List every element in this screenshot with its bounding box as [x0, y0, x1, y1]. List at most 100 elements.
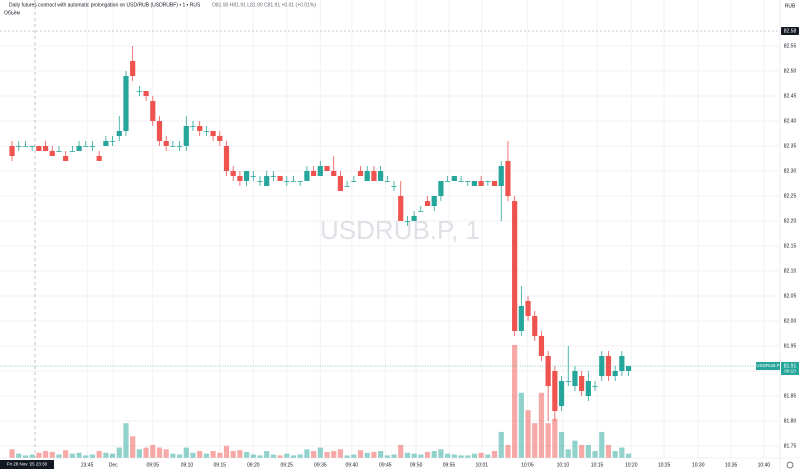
volume-bar	[619, 447, 625, 458]
volume-bar	[109, 453, 116, 458]
candle-body	[123, 76, 129, 131]
candle-body	[311, 171, 317, 176]
x-tick-label: 10:15	[591, 462, 604, 468]
volume-bar	[364, 452, 370, 458]
volume-bar	[176, 454, 183, 458]
candle-body	[56, 151, 62, 152]
candle-body	[230, 171, 236, 176]
volume-bar	[297, 454, 303, 458]
candle-body	[391, 186, 397, 187]
candle-body	[525, 301, 531, 316]
candle-body	[264, 176, 270, 186]
candle-body	[351, 181, 357, 182]
x-tick-label: 09:55	[443, 462, 456, 468]
x-tick-label: 09:15	[214, 462, 227, 468]
candle-body	[364, 171, 370, 181]
y-tick-label: 82.00	[784, 318, 797, 324]
candle-body	[22, 146, 29, 147]
volume-bar	[130, 436, 136, 458]
candle-body	[163, 141, 169, 146]
candle-body	[625, 366, 632, 371]
candle-body	[471, 181, 478, 186]
volume-bar	[357, 450, 364, 458]
candle-body	[297, 181, 303, 182]
volume-bar	[210, 451, 216, 458]
volume-bar	[478, 452, 484, 458]
x-tick-label: 09:45	[379, 462, 392, 468]
volume-bar	[203, 453, 209, 458]
candle-body	[418, 211, 424, 212]
candle-body	[284, 181, 290, 182]
last-price-symbol-box	[756, 362, 780, 370]
candle-body	[324, 166, 330, 171]
last-price-label: 81.91	[784, 363, 797, 369]
volume-bar	[625, 453, 632, 458]
candle-body	[270, 176, 277, 177]
volume-bar	[391, 454, 397, 458]
candle-body	[69, 151, 75, 152]
candle-body	[545, 356, 551, 386]
volume-bar	[170, 453, 176, 458]
volume-bar	[237, 450, 243, 458]
candle-body	[378, 171, 384, 181]
last-price-symbol: USDRUB.P	[756, 363, 779, 368]
high-marker-label: 82.58	[784, 28, 797, 34]
volume-bar	[96, 451, 102, 458]
volume-bar	[243, 451, 250, 458]
marks	[9, 46, 632, 458]
candle-body	[190, 126, 196, 127]
volume-bar	[445, 453, 451, 458]
volume-bar	[565, 449, 571, 458]
candle-body	[257, 181, 263, 182]
volume-bar	[605, 444, 612, 458]
x-tick-label: 09:25	[281, 462, 294, 468]
candle-body	[458, 181, 464, 182]
candle-body	[304, 171, 310, 181]
volume-bar	[545, 423, 551, 458]
volume-bar	[217, 452, 223, 458]
candle-body	[83, 146, 89, 147]
x-tick-label: 23:45	[81, 462, 94, 468]
currency: RUB	[785, 3, 796, 9]
volume-bar	[36, 452, 42, 458]
candle-body	[9, 146, 15, 156]
volume-bar	[284, 453, 290, 458]
volume-bar	[136, 449, 142, 458]
high-marker-box	[781, 27, 799, 35]
y-tick-label: 81.80	[784, 418, 797, 424]
volume-bar	[458, 455, 464, 458]
volume-bar	[9, 449, 15, 458]
volume-bar	[378, 451, 384, 458]
candle-body	[411, 216, 417, 221]
candle-body	[599, 356, 605, 376]
candle-body	[223, 146, 230, 171]
candle-body	[451, 176, 457, 181]
volume-bar	[56, 454, 62, 458]
volume-bar	[76, 452, 82, 458]
volume-bar	[505, 444, 511, 458]
volume-bar	[371, 451, 377, 458]
candle-body	[277, 176, 283, 181]
candle-body	[49, 151, 55, 156]
x-tick-label: Dec	[109, 462, 118, 468]
volume-bar	[384, 455, 390, 458]
volume-bar	[223, 445, 230, 458]
candle-body	[29, 146, 35, 147]
volume-bar	[230, 451, 236, 458]
volume-bar	[344, 455, 350, 458]
candle-body	[438, 181, 444, 196]
volume-label: Объём	[4, 10, 20, 16]
last-price-countdown: 00:10	[784, 369, 796, 374]
volume-bar	[438, 449, 444, 458]
volume-bar	[89, 454, 96, 458]
candle-body	[176, 146, 183, 147]
candle-body	[116, 131, 122, 136]
settings-icon[interactable]	[786, 461, 794, 469]
candle-body	[331, 171, 337, 176]
candle-body	[136, 91, 142, 92]
candle-body	[197, 126, 203, 131]
last-price-box	[781, 362, 799, 375]
y-tick-label: 82.55	[784, 43, 797, 49]
volume-bar	[49, 451, 55, 458]
